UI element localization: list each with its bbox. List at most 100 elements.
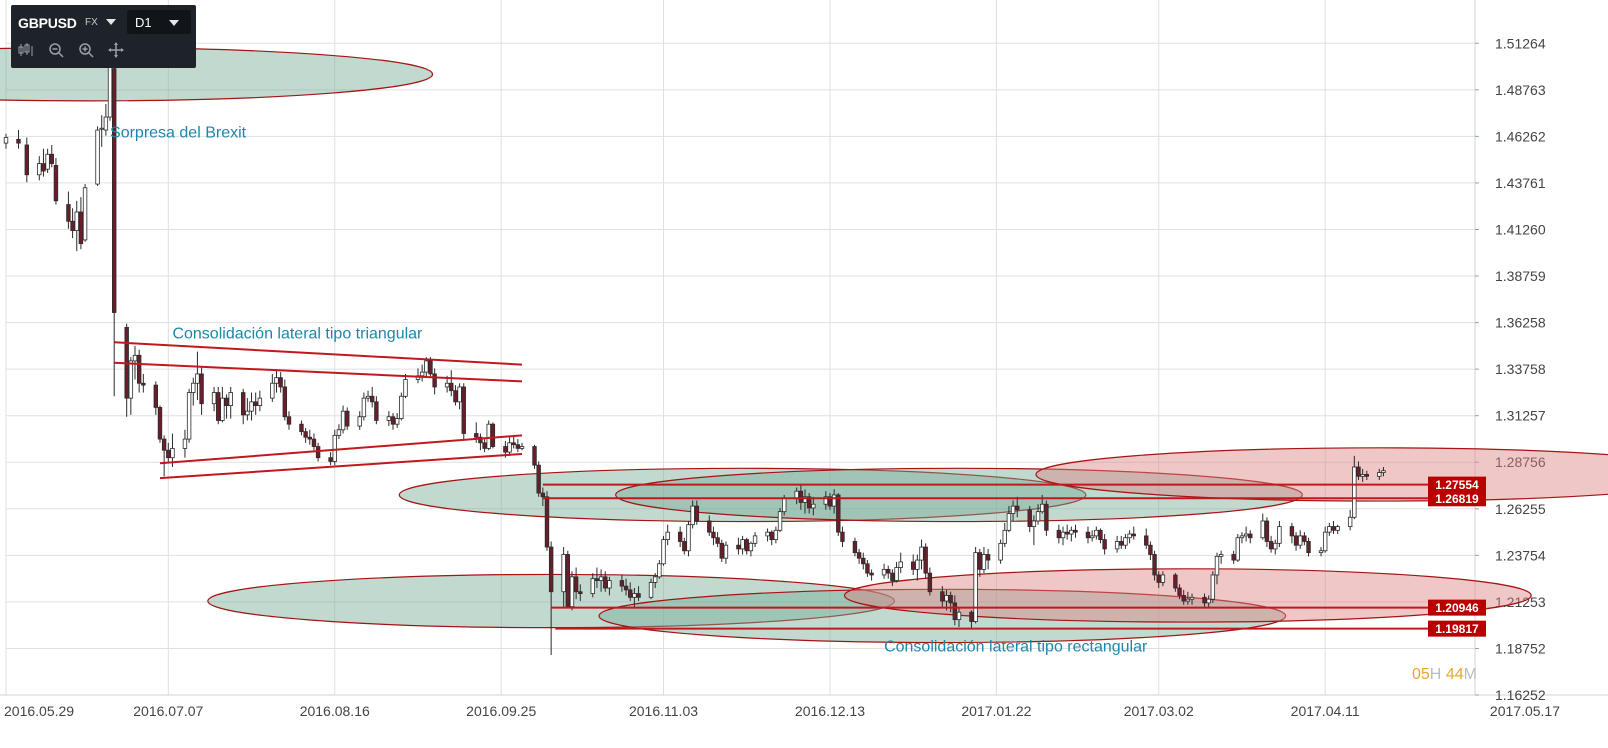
candle: [1289, 522, 1295, 544]
candle: [723, 541, 729, 564]
candle-body-down: [719, 542, 724, 559]
candle-body-down: [1202, 596, 1207, 604]
symbol-label[interactable]: GBPUSD: [18, 15, 77, 31]
candle: [977, 548, 982, 577]
candle: [1148, 541, 1153, 561]
candle: [299, 420, 304, 436]
candle-body-up: [336, 429, 342, 436]
candle-body-down: [536, 464, 541, 494]
candle-body-up: [981, 554, 987, 570]
candle-body-up: [424, 360, 429, 373]
candle-body-down: [66, 204, 71, 222]
candle: [1152, 550, 1157, 581]
candle-body-down: [224, 397, 229, 406]
timeframe-select[interactable]: D1: [127, 10, 191, 34]
candle-body-up: [1060, 531, 1066, 539]
candle-body-down: [540, 492, 546, 498]
candle: [374, 396, 379, 425]
candle: [1377, 468, 1382, 481]
candle: [195, 351, 200, 400]
candle-body-up: [386, 416, 392, 421]
candle-body-up: [1381, 470, 1386, 473]
candle: [1352, 455, 1357, 520]
candle-body-up: [249, 401, 254, 412]
candle-body-up: [220, 397, 225, 421]
candle: [1185, 591, 1191, 605]
candle: [898, 552, 903, 574]
candle: [345, 407, 350, 430]
zoom-in-icon[interactable]: [77, 41, 95, 59]
candle-body-up: [657, 563, 662, 578]
candle-body-up: [1218, 554, 1224, 557]
candle-body-down: [515, 444, 521, 449]
candle: [948, 591, 953, 613]
x-tick-label: 2017.01.22: [961, 703, 1031, 719]
candle-body-up: [332, 434, 337, 462]
candle: [1044, 500, 1049, 536]
candle: [677, 526, 683, 548]
candle-body-down: [503, 446, 508, 453]
zoom-out-icon[interactable]: [47, 41, 65, 59]
candle-body-up: [74, 211, 79, 232]
candle: [282, 379, 288, 421]
candle: [544, 491, 550, 551]
annotation-label: Sorpresa del Brexit: [110, 125, 247, 142]
candle: [1006, 506, 1012, 533]
y-tick-label: 1.31257: [1495, 408, 1546, 424]
candle-body-up: [95, 129, 100, 185]
candle-body-down: [1131, 533, 1136, 537]
trendline: [159, 434, 523, 465]
candle-body-up: [457, 386, 462, 403]
candle-body-down: [1102, 539, 1107, 550]
candle-body-down: [1156, 574, 1161, 583]
candle-body-up: [257, 397, 263, 406]
candle-body-up: [1322, 531, 1328, 552]
candle-body-up: [915, 559, 920, 570]
move-icon[interactable]: [107, 41, 125, 59]
y-tick-label: 1.41260: [1495, 221, 1546, 237]
candle: [1127, 530, 1132, 544]
x-tick-label: 2016.09.25: [466, 703, 536, 719]
candle: [740, 535, 745, 555]
candle-body-up: [665, 531, 670, 541]
candle-body-up: [1239, 535, 1245, 539]
candle: [657, 560, 662, 579]
candle: [53, 158, 59, 205]
candles-icon[interactable]: [17, 41, 35, 59]
candle-body-down: [890, 572, 895, 581]
level-label: 1.27554: [1435, 478, 1479, 492]
candle: [1189, 593, 1195, 605]
candle-body-down: [952, 602, 958, 621]
symbol-dropdown-icon[interactable]: [106, 19, 116, 25]
candle-body-up: [1094, 529, 1099, 537]
candle-body-down: [1173, 574, 1178, 589]
candle: [765, 528, 770, 542]
candle: [399, 392, 404, 421]
candle-body-up: [1185, 598, 1191, 602]
candle: [881, 563, 887, 579]
candle-body-up: [690, 505, 695, 526]
candle: [199, 366, 204, 415]
candle: [998, 539, 1003, 564]
candle-body-down: [286, 416, 292, 425]
candle: [636, 586, 641, 602]
candle-body-up: [357, 416, 362, 427]
candle: [1243, 526, 1249, 542]
candle-body-down: [548, 546, 554, 593]
candle: [340, 405, 346, 434]
candle-body-down: [449, 382, 454, 392]
candle-body-up: [632, 593, 637, 598]
candle: [665, 524, 670, 546]
candle-body-up: [748, 542, 754, 552]
candle: [1322, 526, 1328, 553]
candle: [124, 323, 129, 417]
candle-body-down: [153, 384, 159, 408]
candle: [365, 390, 371, 402]
candle-body-down: [911, 561, 916, 570]
candle-body-up: [781, 498, 787, 513]
candle-body-down: [157, 407, 163, 440]
candle: [565, 550, 570, 609]
candle: [623, 578, 629, 596]
candle-body-down: [1148, 544, 1153, 555]
